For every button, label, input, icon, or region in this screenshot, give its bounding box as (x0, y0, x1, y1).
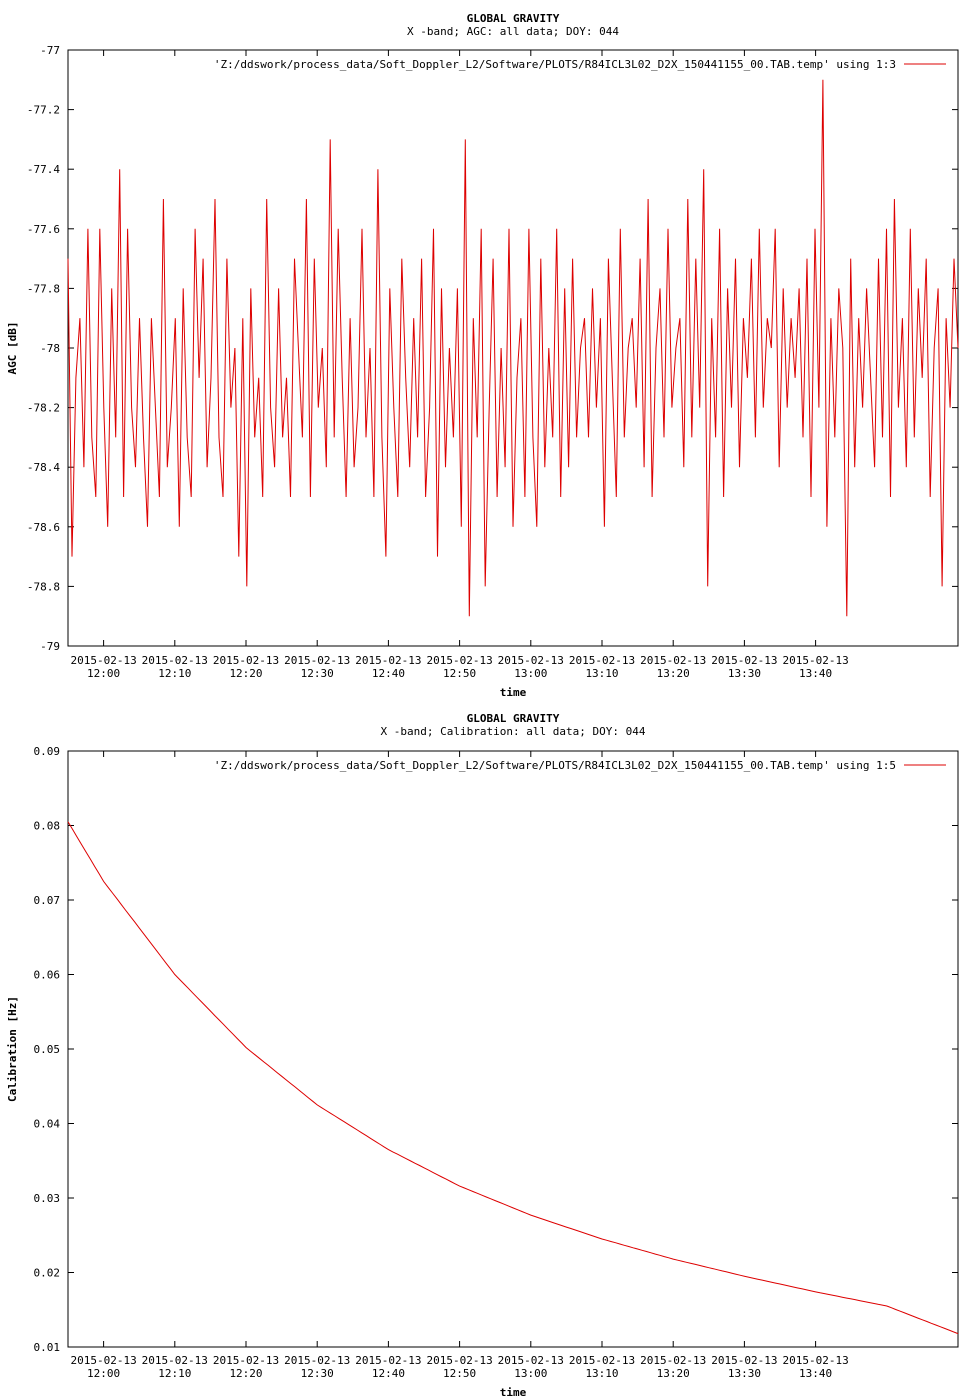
y-tick-label: 0.05 (34, 1043, 61, 1056)
x-tick-date-label: 2015-02-13 (213, 1354, 279, 1367)
chart-subtitle: X -band; AGC: all data; DOY: 044 (407, 25, 619, 38)
plot-frame (67, 49, 959, 647)
x-tick-date-label: 2015-02-13 (640, 654, 706, 667)
x-tick-time-label: 12:50 (443, 1367, 476, 1380)
chart-title: GLOBAL GRAVITY (467, 12, 560, 25)
y-tick-label: -77.8 (27, 282, 60, 295)
y-tick-label: 0.09 (34, 745, 61, 758)
x-tick-date-label: 2015-02-13 (213, 654, 279, 667)
y-tick-label: -77.4 (27, 163, 60, 176)
x-tick-date-label: 2015-02-13 (640, 1354, 706, 1367)
y-tick-label: 0.03 (34, 1192, 61, 1205)
x-tick-time-label: 12:40 (372, 1367, 405, 1380)
x-tick-date-label: 2015-02-13 (498, 1354, 564, 1367)
y-tick-label: -78.2 (27, 402, 60, 415)
y-tick-label: 0.04 (34, 1118, 61, 1131)
y-tick-label: -78.6 (27, 521, 60, 534)
y-tick-label: 0.08 (34, 820, 61, 833)
x-tick-time-label: 13:00 (514, 1367, 547, 1380)
plot-frame (67, 750, 959, 1348)
x-tick-time-label: 13:20 (657, 1367, 690, 1380)
x-tick-time-label: 12:10 (158, 667, 191, 680)
x-tick-time-label: 12:00 (87, 667, 120, 680)
x-tick-date-label: 2015-02-13 (426, 654, 492, 667)
x-tick-date-label: 2015-02-13 (70, 654, 136, 667)
x-tick-time-label: 13:00 (514, 667, 547, 680)
y-tick-label: 0.06 (34, 969, 61, 982)
x-tick-time-label: 13:30 (728, 667, 761, 680)
x-tick-date-label: 2015-02-13 (284, 1354, 350, 1367)
x-tick-date-label: 2015-02-13 (782, 654, 848, 667)
x-tick-time-label: 12:30 (301, 667, 334, 680)
legend-label: 'Z:/ddswork/process_data/Soft_Doppler_L2… (214, 759, 896, 772)
chart-title: GLOBAL GRAVITY (467, 712, 560, 725)
x-tick-time-label: 12:50 (443, 667, 476, 680)
y-tick-label: -78.4 (27, 461, 60, 474)
x-axis-label: time (500, 686, 527, 699)
x-tick-time-label: 12:20 (229, 1367, 262, 1380)
x-tick-time-label: 12:00 (87, 1367, 120, 1380)
series-line (67, 821, 959, 1335)
x-tick-time-label: 13:10 (585, 1367, 618, 1380)
y-axis-label: Calibration [Hz] (6, 996, 19, 1102)
x-tick-date-label: 2015-02-13 (142, 654, 208, 667)
y-tick-label: -77 (40, 44, 60, 57)
y-tick-label: 0.07 (34, 894, 61, 907)
x-tick-date-label: 2015-02-13 (426, 1354, 492, 1367)
x-tick-date-label: 2015-02-13 (498, 654, 564, 667)
x-tick-date-label: 2015-02-13 (355, 1354, 421, 1367)
chart-subtitle: X -band; Calibration: all data; DOY: 044 (381, 725, 646, 738)
x-tick-date-label: 2015-02-13 (569, 654, 635, 667)
x-tick-date-label: 2015-02-13 (355, 654, 421, 667)
x-tick-time-label: 12:30 (301, 1367, 334, 1380)
x-tick-time-label: 13:10 (585, 667, 618, 680)
x-tick-date-label: 2015-02-13 (711, 1354, 777, 1367)
x-tick-date-label: 2015-02-13 (711, 654, 777, 667)
x-tick-time-label: 13:30 (728, 1367, 761, 1380)
x-tick-date-label: 2015-02-13 (142, 1354, 208, 1367)
x-tick-date-label: 2015-02-13 (284, 654, 350, 667)
y-tick-label: -77.2 (27, 104, 60, 117)
x-tick-time-label: 12:40 (372, 667, 405, 680)
x-axis-label: time (500, 1386, 527, 1399)
y-tick-label: 0.01 (34, 1341, 61, 1354)
y-tick-label: -77.6 (27, 223, 60, 236)
y-tick-label: -78 (40, 342, 60, 355)
x-tick-time-label: 13:40 (799, 667, 832, 680)
x-tick-time-label: 13:40 (799, 1367, 832, 1380)
x-tick-time-label: 12:20 (229, 667, 262, 680)
series-line (67, 79, 959, 617)
x-tick-time-label: 13:20 (657, 667, 690, 680)
x-tick-date-label: 2015-02-13 (70, 1354, 136, 1367)
x-tick-date-label: 2015-02-13 (782, 1354, 848, 1367)
x-tick-date-label: 2015-02-13 (569, 1354, 635, 1367)
y-axis-label: AGC [dB] (6, 322, 19, 375)
y-tick-label: -79 (40, 640, 60, 653)
y-tick-label: 0.02 (34, 1267, 61, 1280)
y-tick-label: -78.8 (27, 580, 60, 593)
legend-label: 'Z:/ddswork/process_data/Soft_Doppler_L2… (214, 58, 896, 71)
x-tick-time-label: 12:10 (158, 1367, 191, 1380)
